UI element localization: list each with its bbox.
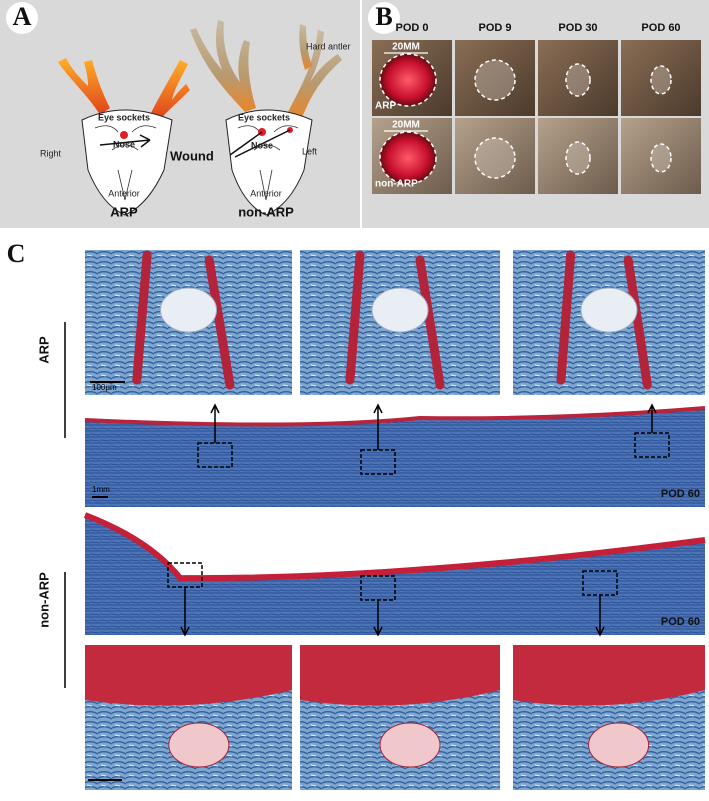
scale-label: 20MM	[392, 42, 420, 53]
roi-box	[360, 449, 396, 475]
shape	[288, 30, 342, 118]
label: Wound	[170, 148, 214, 163]
wound-photo	[538, 40, 618, 116]
gland	[160, 287, 217, 333]
wound-photo	[455, 118, 535, 194]
shape	[150, 60, 190, 120]
panel-b-badge	[368, 2, 400, 34]
wound-photo	[538, 118, 618, 194]
roi-box	[197, 442, 233, 468]
arrow	[647, 403, 657, 433]
label: Left	[302, 146, 318, 156]
shape	[237, 125, 299, 201]
panel-label: C	[7, 239, 26, 268]
gland	[168, 722, 230, 768]
wound-outline	[650, 65, 672, 95]
label: Right	[40, 148, 62, 158]
shape	[229, 129, 291, 158]
tissue	[85, 515, 705, 635]
photo-grid: POD 0 POD 9 POD 30 POD 60 20MM ARP 20MM non-ARP	[372, 22, 701, 194]
wound	[379, 53, 437, 107]
hair-follicle	[132, 250, 235, 390]
roi-box	[634, 432, 670, 458]
arrow	[373, 600, 383, 637]
hair-follicle	[345, 250, 445, 390]
arrow	[180, 587, 190, 637]
panel-label: B	[375, 2, 392, 31]
scale-label: 20MM	[392, 120, 420, 131]
scale-label: 1mm	[92, 485, 110, 494]
arp-skull	[58, 58, 190, 216]
group-label: ARP	[36, 336, 51, 364]
arrow	[373, 403, 383, 450]
group-label: non-ARP	[36, 572, 51, 628]
gland	[379, 722, 441, 768]
label: Nose	[251, 140, 273, 150]
column-header: POD 30	[558, 22, 597, 34]
label: Eye sockets	[98, 112, 150, 122]
wound	[379, 131, 437, 185]
dermis	[85, 645, 292, 706]
hair-follicle	[556, 250, 652, 390]
non-arp-skull	[99, 20, 342, 216]
shape	[81, 109, 173, 216]
column-header: POD 60	[641, 22, 680, 34]
row-label: ARP	[375, 101, 396, 112]
dermis	[513, 645, 705, 706]
shape	[190, 20, 256, 112]
timepoint: POD 60	[661, 616, 700, 628]
timepoint: POD 60	[661, 488, 700, 500]
wound-outline	[650, 143, 672, 173]
shape	[58, 58, 110, 115]
wound-outline	[565, 141, 591, 175]
shape	[120, 131, 128, 139]
panel-label: A	[13, 2, 32, 31]
gland	[371, 287, 429, 333]
label: Hard antler	[306, 41, 351, 51]
label: non-ARP	[238, 204, 294, 219]
gland	[580, 287, 638, 333]
row-label: non-ARP	[375, 179, 418, 190]
dermis	[300, 645, 500, 706]
shape	[99, 134, 151, 148]
arrow	[210, 403, 220, 443]
shape	[225, 109, 313, 216]
wound-outline	[565, 63, 591, 97]
label: Eye sockets	[238, 112, 290, 122]
epidermis	[83, 512, 706, 582]
wound-outline	[474, 59, 516, 101]
wound-outline	[474, 137, 516, 179]
gland	[588, 722, 650, 768]
column-header: POD 9	[478, 22, 511, 34]
label: ARP	[110, 204, 138, 219]
label: Anterior	[250, 188, 282, 198]
wound-photo	[455, 40, 535, 116]
column-header: POD 0	[395, 22, 428, 34]
epidermis	[84, 406, 706, 427]
shape	[299, 24, 312, 70]
shape	[94, 125, 157, 201]
scale-label: 100μm	[92, 383, 117, 392]
tissue	[85, 408, 705, 507]
wound-photo	[621, 118, 701, 194]
panel-a-badge	[6, 2, 38, 34]
label: Nose	[113, 139, 135, 149]
wound-photo	[621, 40, 701, 116]
arrow	[595, 595, 605, 637]
histology: 100μm 1mm POD 60 POD 60 ARP non-ARP	[36, 250, 706, 790]
label: Anterior	[108, 188, 140, 198]
